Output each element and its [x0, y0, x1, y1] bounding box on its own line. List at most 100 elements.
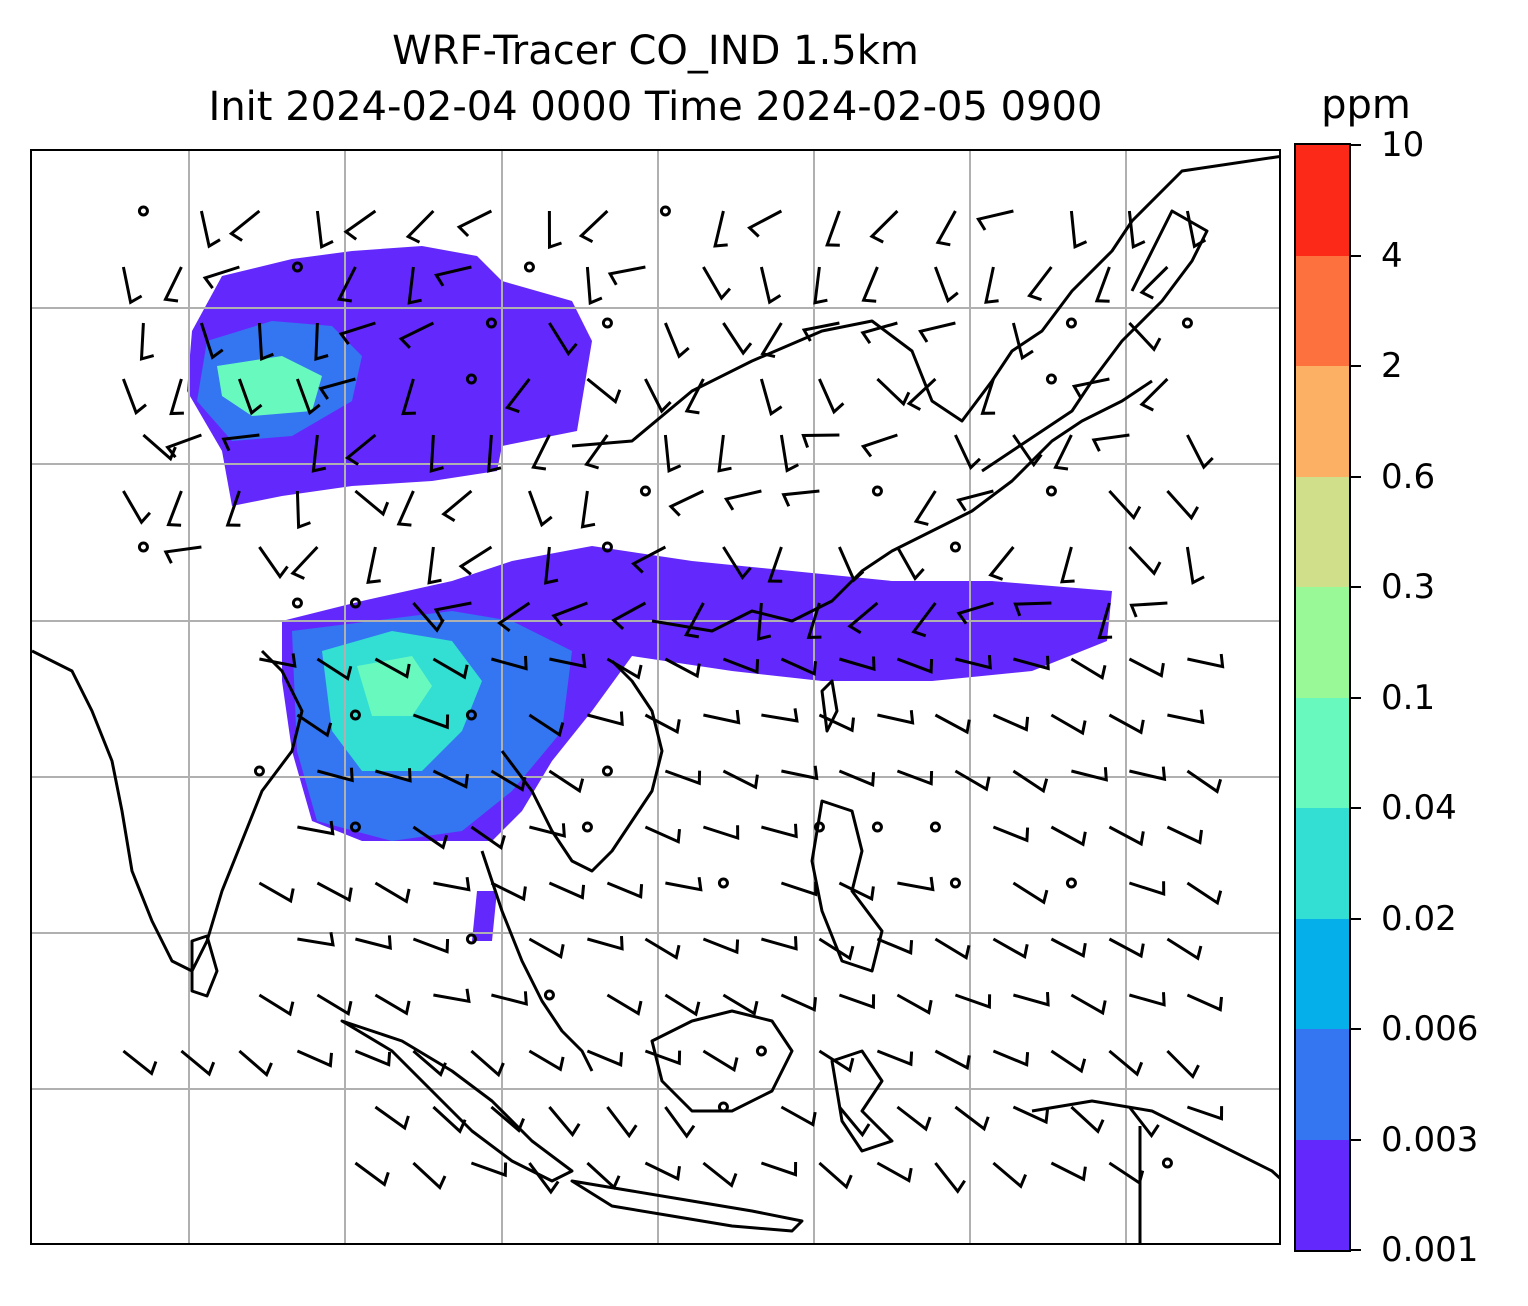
- wind-barb: [1108, 489, 1142, 521]
- wind-barb: [861, 266, 879, 303]
- wind-barb: [1050, 1161, 1087, 1182]
- wind-barb: [1050, 1049, 1087, 1074]
- wind-barb: [1070, 1105, 1105, 1134]
- wind-barb: [1091, 433, 1130, 452]
- colorbar-tick: [1351, 696, 1361, 699]
- wind-barb: [911, 602, 937, 638]
- calm-wind-circle: [1161, 1157, 1173, 1169]
- wind-barb: [228, 209, 261, 242]
- wind-barb: [756, 602, 772, 641]
- wind-barb: [980, 378, 996, 415]
- wind-barb: [1186, 993, 1223, 1012]
- wind-barb: [258, 993, 295, 1017]
- wind-barb: [1186, 881, 1223, 906]
- plot-title-line2: Init 2024-02-04 0000 Time 2024-02-05 090…: [208, 84, 1103, 130]
- wind-barb: [818, 713, 855, 733]
- wind-barb: [664, 993, 701, 1017]
- wind-barb: [876, 937, 914, 955]
- colorbar-tick-label: 2: [1381, 346, 1403, 386]
- colorbar-tick: [1351, 1028, 1361, 1030]
- wind-barb: [759, 378, 783, 417]
- colorbar-tick-label: 0.3: [1381, 567, 1436, 607]
- calm-wind-circle: [813, 821, 825, 833]
- wind-barb: [877, 710, 915, 725]
- wind-barb: [954, 769, 991, 792]
- wind-barb: [607, 265, 646, 286]
- calm-wind-circle: [1045, 373, 1057, 385]
- wind-barb: [767, 546, 783, 583]
- wind-barb: [338, 321, 376, 345]
- wind-barb: [432, 769, 469, 789]
- wind-barb: [470, 1161, 508, 1178]
- wind-barb: [992, 1049, 1030, 1067]
- wind-barb: [847, 601, 879, 635]
- calm-wind-circle: [465, 933, 477, 945]
- wind-barb: [780, 881, 818, 897]
- wind-barb: [644, 1049, 682, 1066]
- calm-wind-circle: [717, 1101, 729, 1113]
- wind-barb: [896, 1105, 932, 1132]
- calm-wind-circle: [349, 821, 361, 833]
- tracer-shading: [187, 246, 1112, 941]
- wind-barb: [722, 322, 753, 356]
- wind-barb: [584, 434, 609, 470]
- wind-barb: [1186, 769, 1223, 794]
- wind-barb: [644, 1161, 681, 1181]
- colorbar-segment: [1296, 807, 1349, 919]
- wind-barb: [1166, 1049, 1200, 1080]
- wind-barb: [1139, 377, 1169, 412]
- wind-barb: [818, 378, 845, 415]
- wind-barb: [702, 937, 740, 955]
- wind-barb: [934, 1162, 966, 1194]
- wind-barb: [1027, 266, 1053, 302]
- wind-barb: [1187, 653, 1225, 669]
- wind-barb: [578, 209, 609, 244]
- wind-barb: [1139, 265, 1169, 300]
- wind-barb: [401, 378, 416, 416]
- wind-barb: [1011, 322, 1034, 361]
- wind-barb: [199, 210, 221, 249]
- calm-wind-circle: [601, 765, 613, 777]
- wind-barb: [683, 602, 705, 639]
- wind-barb: [818, 1161, 853, 1190]
- wind-barb: [398, 321, 435, 349]
- wind-barb: [954, 993, 992, 1010]
- wind-barb: [760, 322, 783, 359]
- wind-barb: [761, 823, 798, 839]
- wind-barb: [813, 266, 828, 305]
- wind-barb: [722, 546, 752, 581]
- wind-barb: [528, 937, 565, 960]
- wind-barb: [723, 489, 762, 511]
- wind-barb: [551, 601, 588, 627]
- wind-barb: [490, 769, 527, 792]
- wind-barb: [374, 1105, 410, 1131]
- wind-barb: [897, 876, 935, 892]
- wind-barb: [169, 378, 184, 416]
- colorbar-tick: [1351, 917, 1361, 920]
- wind-barb: [664, 1106, 696, 1139]
- wind-barb: [838, 769, 876, 787]
- wind-barb: [121, 378, 147, 416]
- calm-wind-circle: [1181, 317, 1193, 329]
- wind-barb: [491, 991, 528, 1006]
- malay-peninsula: [480, 850, 594, 1072]
- wind-barb: [860, 433, 898, 458]
- wind-barb: [199, 322, 224, 360]
- wind-barb: [1050, 937, 1087, 958]
- wind-barb: [548, 1106, 581, 1138]
- wind-barb: [896, 993, 933, 1015]
- wind-barb: [703, 709, 741, 725]
- colorbar-tick: [1351, 144, 1361, 146]
- colorbar-segment: [1296, 1139, 1349, 1250]
- colorbar-tick-label: 4: [1381, 235, 1403, 276]
- wind-barb: [1012, 434, 1043, 468]
- wind-barb: [1127, 210, 1146, 250]
- coastlines: [32, 155, 1279, 1243]
- wind-barb: [316, 993, 353, 1016]
- wind-barb: [1166, 489, 1199, 521]
- wind-barb: [992, 825, 1030, 843]
- colorbar-tick-label: 0.1: [1381, 677, 1436, 718]
- wind-barb: [166, 490, 183, 527]
- wind-barb: [611, 601, 647, 631]
- wind-barb: [644, 825, 681, 844]
